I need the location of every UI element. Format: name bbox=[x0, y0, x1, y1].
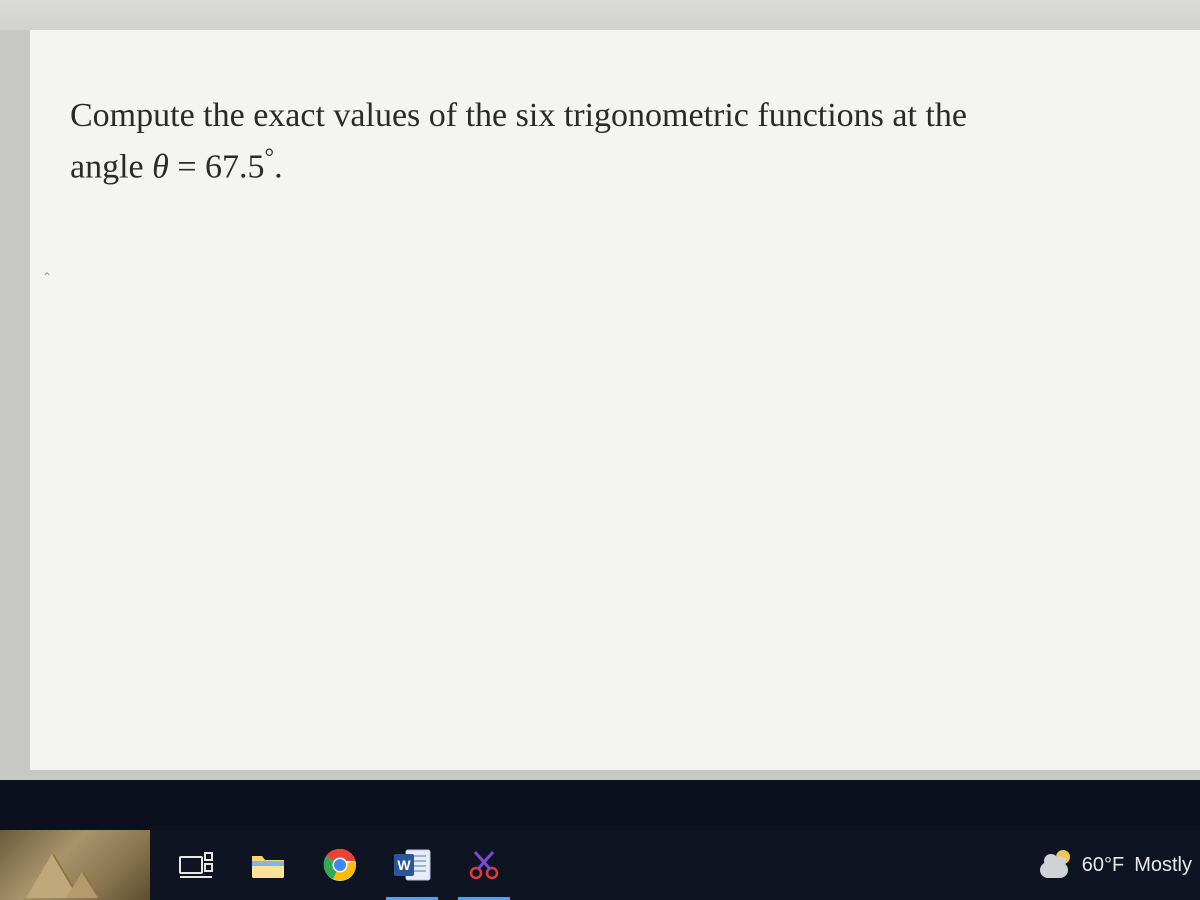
taskbar-upper-shadow bbox=[0, 780, 1200, 830]
window-top-edge bbox=[0, 0, 1200, 30]
file-explorer-icon bbox=[250, 850, 286, 880]
pyramid-icon bbox=[66, 872, 98, 898]
start-desktop-thumbnail[interactable] bbox=[0, 830, 150, 900]
degree-symbol: ° bbox=[265, 145, 275, 171]
word-button[interactable]: W bbox=[376, 830, 448, 900]
scroll-up-arrow-icon[interactable]: ⌃ bbox=[42, 270, 54, 282]
weather-widget[interactable]: 60°F Mostly bbox=[1038, 848, 1200, 882]
period: . bbox=[274, 148, 283, 185]
problem-text: Compute the exact values of the six trig… bbox=[70, 90, 1145, 192]
weather-temp: 60°F bbox=[1082, 854, 1124, 877]
chrome-button[interactable] bbox=[304, 830, 376, 900]
equals-sign: = bbox=[169, 148, 205, 185]
svg-text:W: W bbox=[397, 857, 411, 873]
problem-line2-prefix: angle bbox=[70, 148, 152, 185]
weather-condition: Mostly bbox=[1134, 854, 1192, 877]
chrome-icon bbox=[323, 848, 357, 882]
theta-symbol: θ bbox=[152, 148, 169, 185]
taskbar: W 60°F Mostly bbox=[0, 830, 1200, 900]
snip-sketch-button[interactable] bbox=[448, 830, 520, 900]
task-view-icon bbox=[179, 851, 213, 879]
document-viewport: Compute the exact values of the six trig… bbox=[30, 30, 1200, 770]
angle-value: 67.5 bbox=[205, 148, 265, 185]
file-explorer-button[interactable] bbox=[232, 830, 304, 900]
weather-partly-cloudy-icon bbox=[1038, 848, 1072, 882]
taskbar-pinned-apps: W bbox=[160, 830, 520, 900]
screen: Compute the exact values of the six trig… bbox=[0, 0, 1200, 900]
problem-line1: Compute the exact values of the six trig… bbox=[70, 97, 967, 134]
word-icon: W bbox=[392, 848, 432, 882]
snip-icon bbox=[467, 848, 501, 882]
task-view-button[interactable] bbox=[160, 830, 232, 900]
